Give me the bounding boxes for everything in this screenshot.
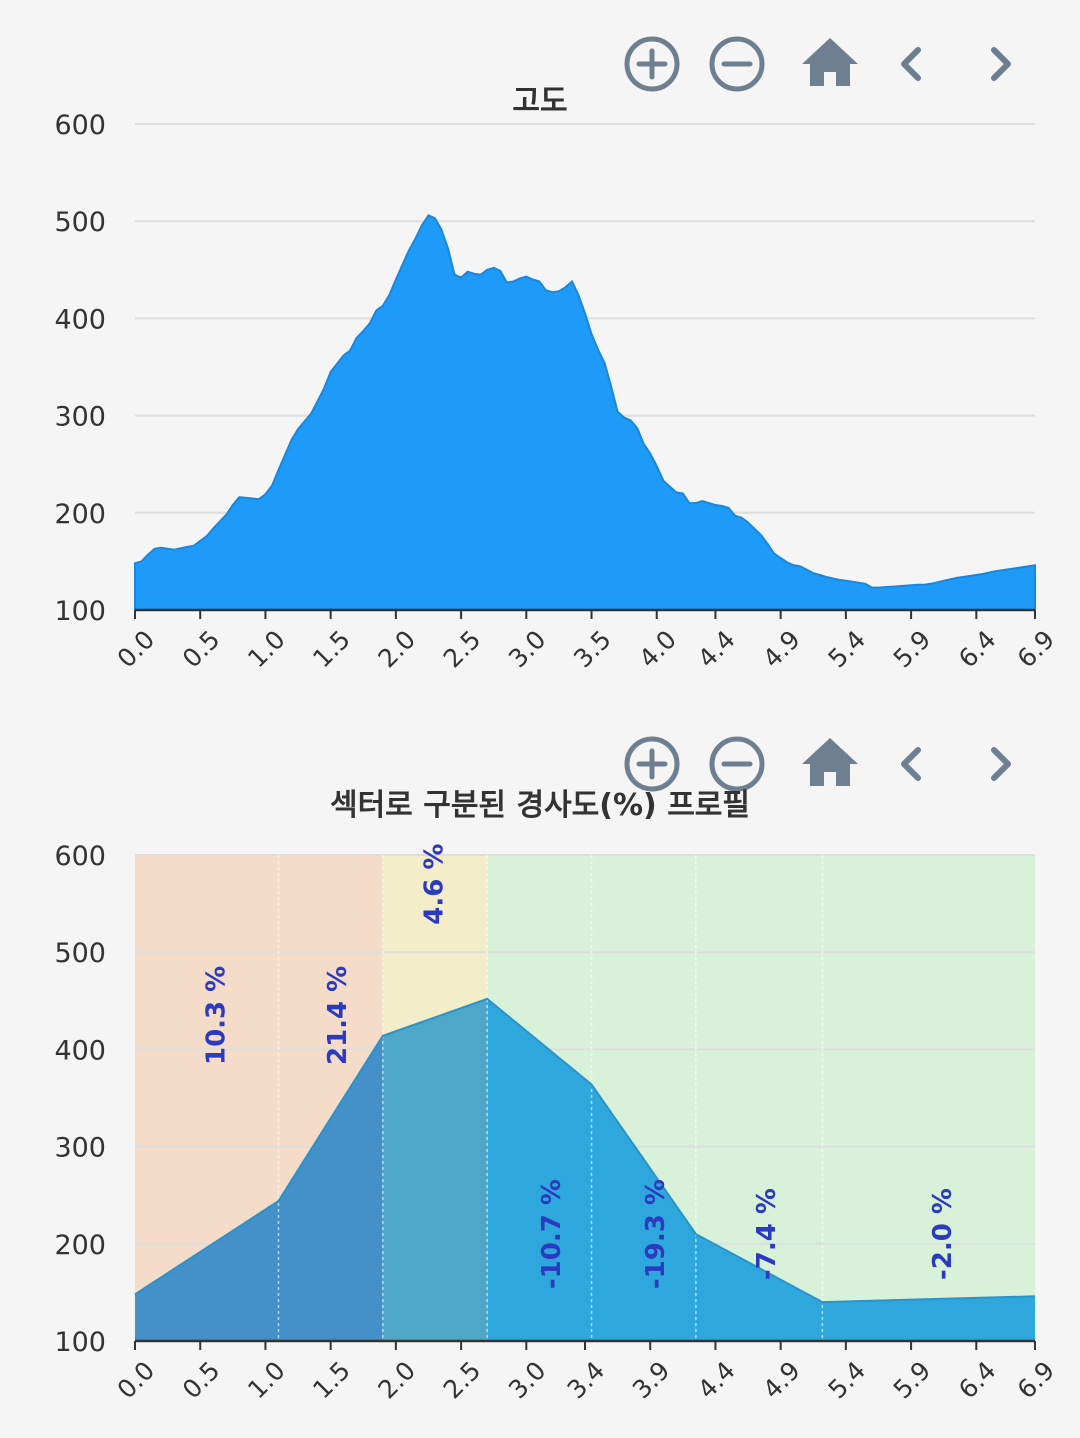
x-tick-label: 0.0 — [112, 625, 161, 674]
x-tick-label: 5.9 — [888, 1356, 937, 1405]
gradient-chart-panel: 섹터로 구분된 경사도(%) 프로필 100 200 300 400 500 600 10.… — [0, 700, 1080, 1438]
zoom-out-button[interactable] — [707, 34, 767, 94]
chevron-right-icon — [991, 747, 1011, 781]
x-tick-label: 5.4 — [823, 625, 872, 674]
pan-left-button[interactable] — [880, 734, 940, 794]
y-tick-label: 500 — [54, 207, 106, 238]
x-tick-label: 1.5 — [307, 625, 356, 674]
gradient-chart-title: 섹터로 구분된 경사도(%) 프로필 — [329, 788, 750, 823]
zoom-out-icon — [709, 736, 765, 792]
chevron-right-icon — [991, 47, 1011, 81]
x-tick-label: 2.0 — [373, 625, 422, 674]
elevation-chart-title: 고도 — [512, 84, 568, 119]
sector-band — [822, 855, 1035, 1341]
zoom-in-icon — [624, 736, 680, 792]
zoom-in-button[interactable] — [622, 734, 682, 794]
x-tick-label: 3.0 — [503, 625, 552, 674]
y-tick-label: 400 — [54, 1035, 106, 1066]
zoom-out-icon — [709, 36, 765, 92]
sector-area — [591, 1084, 696, 1341]
gradient-chart-toolbar — [620, 734, 1040, 796]
elevation-chart-panel: 고도 100 200 300 400 500 600 0.0 0.5 1.0 1.5 2.0 2.5 3… — [0, 0, 1080, 700]
sector-grade-label: 10.3 % — [202, 966, 232, 1065]
sector-area — [487, 998, 592, 1341]
y-tick-label: 200 — [54, 1230, 106, 1261]
y-tick-label: 100 — [54, 1327, 106, 1358]
x-tick-label: 4.9 — [757, 625, 806, 674]
x-tick-label: 6.9 — [1012, 1356, 1061, 1405]
reset-view-button[interactable] — [800, 34, 860, 94]
sector-grade-label: 21.4 % — [323, 966, 353, 1065]
x-tick-label: 6.4 — [953, 625, 1002, 674]
x-tick-label: 3.4 — [562, 1356, 611, 1405]
x-tick-label: 1.5 — [307, 1356, 356, 1405]
elevation-area — [134, 214, 1036, 611]
y-tick-label: 600 — [54, 841, 106, 872]
home-icon — [802, 38, 858, 86]
x-tick-label: 4.0 — [633, 625, 682, 674]
x-tick-label: 2.5 — [438, 1356, 487, 1405]
x-tick-label: 2.0 — [373, 1356, 422, 1405]
sector-grade-label: 4.6 % — [420, 844, 450, 925]
zoom-out-button[interactable] — [707, 734, 767, 794]
sector-grade-label: -10.7 % — [537, 1179, 567, 1289]
sector-grade-label: -7.4 % — [752, 1188, 782, 1280]
x-tick-label: 1.0 — [242, 625, 291, 674]
x-tick-label: 0.0 — [112, 1356, 161, 1405]
x-tick-label: 5.4 — [823, 1356, 872, 1405]
y-tick-label: 400 — [54, 304, 106, 335]
x-tick-label: 1.0 — [242, 1356, 291, 1405]
x-tick-label: 5.9 — [888, 625, 937, 674]
x-tick-label: 4.4 — [692, 625, 741, 674]
sector-grade-label: -2.0 % — [928, 1188, 958, 1280]
y-tick-label: 300 — [54, 1133, 106, 1164]
sector-area — [278, 1035, 383, 1341]
chevron-left-icon — [901, 747, 921, 781]
pan-right-button[interactable] — [970, 34, 1030, 94]
pan-left-button[interactable] — [880, 34, 940, 94]
elevation-chart[interactable]: 100 200 300 400 500 600 0.0 0.5 1.0 1.5 2.0 2.5 3.0 3… — [0, 0, 1080, 700]
sector-area — [135, 1201, 279, 1341]
elevation-chart-toolbar — [620, 34, 1040, 96]
y-tick-label: 300 — [54, 402, 106, 433]
x-tick-label: 4.4 — [692, 1356, 741, 1405]
y-tick-label: 100 — [54, 596, 106, 627]
x-tick-label: 6.4 — [953, 1356, 1002, 1405]
x-tick-label: 4.9 — [757, 1356, 806, 1405]
x-tick-label: 3.5 — [568, 625, 617, 674]
sector-area — [382, 998, 488, 1341]
zoom-in-button[interactable] — [622, 34, 682, 94]
zoom-in-icon — [624, 36, 680, 92]
x-tick-label: 2.5 — [438, 625, 487, 674]
sector-area — [695, 1234, 823, 1341]
profile-line — [134, 997, 1036, 1304]
x-tick-label: 3.9 — [627, 1356, 676, 1405]
pan-right-button[interactable] — [970, 734, 1030, 794]
chevron-left-icon — [901, 47, 921, 81]
x-tick-label: 3.0 — [503, 1356, 552, 1405]
sector-area — [822, 1296, 1035, 1341]
y-tick-label: 500 — [54, 938, 106, 969]
reset-view-button[interactable] — [800, 734, 860, 794]
sector-grade-label: -19.3 % — [641, 1179, 671, 1289]
x-tick-label: 0.5 — [177, 1356, 226, 1405]
x-tick-label: 0.5 — [177, 625, 226, 674]
x-tick-label: 6.9 — [1012, 625, 1061, 674]
y-tick-label: 200 — [54, 499, 106, 530]
gradient-chart[interactable]: 100 200 300 400 500 600 10.3 % 21.4 % 4.6 % -10.7… — [0, 700, 1080, 1438]
y-tick-label: 600 — [54, 110, 106, 141]
home-icon — [802, 738, 858, 786]
